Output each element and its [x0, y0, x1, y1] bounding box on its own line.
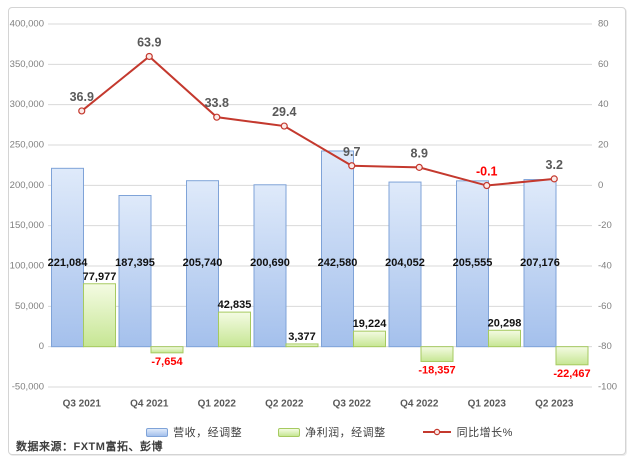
right-axis-tick: -40 [598, 261, 612, 272]
revenue-label-q4-2021: 187,395 [115, 257, 155, 269]
category-label-q3-2021: Q3 2021 [63, 399, 102, 410]
profit-bar-q4-2021 [150, 346, 184, 354]
revenue-bar-q1-2023 [456, 180, 489, 348]
revenue-label-q3-2022: 242,580 [318, 257, 358, 269]
growth-point-q2-2022 [280, 122, 288, 130]
left-axis-tick: -50,000 [12, 382, 44, 393]
revenue-bar-q1-2022 [186, 180, 219, 348]
profit-bar-q2-2023 [555, 346, 589, 366]
category-label-q2-2022: Q2 2022 [265, 399, 304, 410]
right-axis-tick: 20 [598, 140, 609, 151]
growth-label-q3-2021: 36.9 [70, 90, 94, 104]
growth-line-swatch-icon [422, 428, 451, 436]
profit-label-q4-2022: -18,357 [418, 364, 455, 376]
growth-label-q1-2023: -0.1 [476, 165, 498, 179]
left-axis-tick: 50,000 [15, 301, 44, 312]
growth-label-q1-2022: 33.8 [205, 96, 229, 110]
right-axis-tick: -80 [598, 341, 612, 352]
right-axis-tick: 40 [598, 99, 609, 110]
profit-label-q2-2022: 3,377 [288, 331, 316, 343]
legend-item-revenue: 营收，经调整 [146, 424, 242, 440]
legend-label-growth: 同比增长% [456, 427, 513, 439]
profit-bar-q3-2021 [83, 283, 116, 348]
revenue-bar-q3-2021 [51, 167, 84, 348]
left-axis-tick: 400,000 [10, 19, 44, 30]
growth-label-q3-2022: 9.7 [343, 145, 360, 159]
revenue-bar-q4-2022 [388, 181, 422, 348]
profit-label-q4-2021: -7,654 [151, 356, 183, 368]
growth-point-q3-2022 [348, 162, 356, 170]
category-label-q3-2022: Q3 2022 [333, 399, 372, 410]
growth-point-q4-2021 [145, 52, 153, 61]
profit-label-q3-2022: 19,224 [353, 318, 388, 330]
right-axis-tick: 60 [598, 59, 609, 70]
left-axis-tick: 100,000 [10, 261, 44, 272]
profit-label-q1-2022: 42,835 [218, 299, 252, 311]
source-note: 数据来源：FXTM富拓、彭博 [16, 441, 163, 453]
revenue-label-q1-2022: 205,740 [183, 257, 223, 269]
profit-label-q2-2023: -22,467 [553, 368, 590, 380]
profit-label-q1-2023: 20,298 [488, 317, 522, 329]
legend: 营收，经调整 净利润，经调整 同比增长% [12, 423, 635, 441]
chart-frame [8, 7, 626, 455]
left-axis-tick: 150,000 [10, 220, 44, 231]
revenue-bar-q4-2021 [118, 195, 152, 348]
category-label-q1-2022: Q1 2022 [198, 399, 237, 410]
legend-item-growth: 同比增长% [422, 424, 513, 440]
growth-point-q1-2022 [213, 113, 221, 121]
revenue-bar-swatch-icon [146, 427, 169, 437]
revenue-label-q1-2023: 205,555 [453, 257, 493, 269]
category-label-q2-2023: Q2 2023 [535, 399, 574, 410]
legend-item-profit: 净利润，经调整 [278, 424, 386, 440]
revenue-label-q3-2021: 221,084 [48, 257, 89, 269]
growth-label-q2-2023: 3.2 [546, 158, 563, 172]
legend-label-revenue: 营收，经调整 [173, 427, 243, 439]
revenue-bar-q2-2022 [253, 184, 287, 348]
growth-label-q2-2022: 29.4 [272, 105, 296, 119]
revenue-label-q2-2023: 207,176 [520, 257, 560, 269]
growth-point-q1-2023 [483, 181, 491, 190]
right-axis-tick: 0 [598, 180, 603, 191]
right-axis-tick: -20 [598, 220, 612, 231]
category-label-q1-2023: Q1 2023 [468, 399, 507, 410]
revenue-label-q4-2022: 204,052 [385, 257, 425, 269]
right-axis-tick: 80 [598, 19, 609, 30]
revenue-bar-q2-2023 [523, 179, 557, 348]
category-label-q4-2021: Q4 2021 [130, 399, 169, 410]
growth-line [81, 55, 555, 187]
right-axis-tick: -60 [598, 301, 612, 312]
profit-bar-q3-2022 [353, 330, 386, 348]
growth-point-q2-2023 [550, 175, 558, 183]
left-axis-tick: 300,000 [10, 99, 44, 110]
profit-label-q3-2021: 77,977 [83, 271, 117, 283]
left-axis-tick: 0 [39, 341, 44, 352]
growth-label-q4-2022: 8.9 [411, 146, 428, 160]
profit-bar-q1-2022 [218, 311, 251, 348]
category-label-q4-2022: Q4 2022 [400, 399, 439, 410]
right-axis-tick: -100 [598, 382, 617, 393]
profit-bar-q4-2022 [420, 346, 454, 362]
left-axis-tick: 350,000 [10, 59, 44, 70]
profit-bar-q1-2023 [488, 329, 521, 348]
profit-bar-swatch-icon [278, 427, 301, 437]
growth-point-q3-2021 [78, 107, 86, 115]
growth-point-q4-2022 [415, 163, 423, 171]
profit-bar-q2-2022 [285, 343, 319, 348]
left-axis-tick: 200,000 [10, 180, 44, 191]
left-axis-tick: 250,000 [10, 140, 44, 151]
legend-label-profit: 净利润，经调整 [305, 427, 386, 439]
growth-label-q4-2021: 63.9 [137, 35, 161, 49]
revenue-bar-q3-2022 [321, 150, 354, 348]
revenue-label-q2-2022: 200,690 [250, 257, 290, 269]
